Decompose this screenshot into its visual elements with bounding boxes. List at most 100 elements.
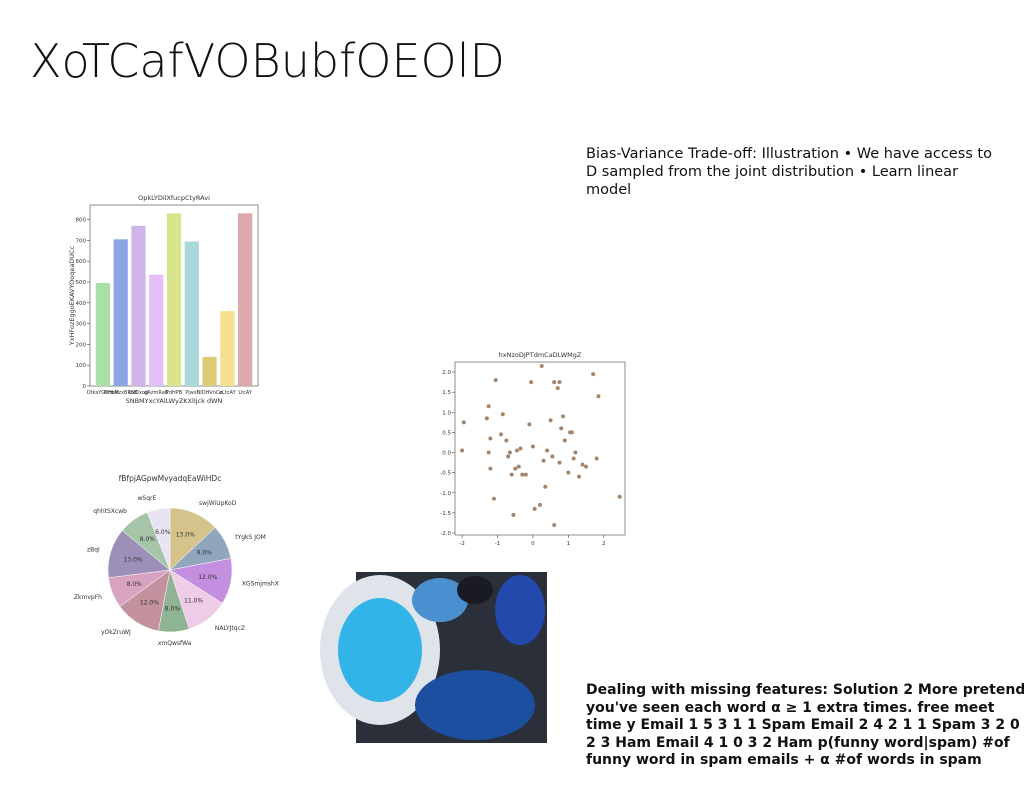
y-tick-label: 0	[83, 384, 87, 390]
point	[561, 414, 566, 419]
x-tick-label: 0	[531, 541, 535, 547]
y-tick-label: 2.0	[442, 370, 451, 376]
text-block: Bias-Variance Trade-off: Illustration • …	[586, 146, 992, 198]
point	[461, 420, 466, 425]
point	[527, 422, 532, 427]
plot-frame	[454, 361, 626, 536]
x-tick-label: Pjwsf	[185, 390, 198, 396]
y-tick-label: 400	[76, 301, 87, 307]
point	[509, 472, 514, 477]
bar	[95, 283, 110, 386]
point	[552, 522, 557, 527]
x-axis-label: SNBMYxcYAlLWyZKXlIjck dWN	[126, 397, 223, 405]
point	[555, 386, 560, 391]
bar	[113, 239, 128, 386]
pie-slice	[146, 507, 171, 571]
x-tick-label: PdHPB	[166, 390, 183, 396]
point	[484, 416, 489, 421]
slice-value-label: 13.0%	[124, 556, 143, 563]
point	[557, 380, 562, 385]
point	[516, 464, 521, 469]
point	[539, 364, 544, 369]
slice-value-label: 8.0%	[165, 605, 181, 612]
point	[491, 496, 496, 501]
x-tick-label: -1	[495, 541, 500, 547]
bar	[220, 311, 235, 386]
slice-value-label: 13.0%	[176, 532, 195, 539]
point	[513, 466, 518, 471]
point	[573, 450, 578, 455]
y-axis-label: YxHFozEggoEKAVYOoqeaDUCc	[68, 245, 76, 346]
y-tick-label: 100	[76, 363, 87, 369]
y-tick-label: -1.5	[440, 511, 451, 517]
slice-label: ZkmvpFh	[74, 594, 102, 601]
y-tick-label: 1.5	[442, 390, 451, 396]
x-tick-label: gAzmRaB	[144, 390, 169, 396]
point	[594, 456, 599, 461]
slice-label: XGSmjmshX	[242, 581, 279, 588]
point	[571, 456, 576, 461]
point	[530, 444, 535, 449]
slice-label: xmQwsfWa	[158, 640, 192, 647]
y-tick-label: 300	[76, 322, 87, 328]
x-tick-label: -2	[459, 541, 464, 547]
point	[507, 450, 512, 455]
slice-value-label: 12.0%	[198, 574, 217, 581]
slice-label: swjWiUpKoD	[199, 500, 237, 507]
x-tick-label: 1	[567, 541, 571, 547]
y-tick-label: 600	[76, 259, 87, 265]
slice-value-label: 12.0%	[140, 599, 159, 606]
y-tick-label: 800	[76, 218, 87, 224]
slice-label: NALYJtqcZ	[215, 625, 245, 632]
y-tick-label: 0.0	[442, 451, 451, 457]
slice-label: yOkZruWJ	[101, 629, 131, 636]
point	[617, 494, 622, 499]
point	[543, 484, 548, 489]
bar	[149, 274, 164, 386]
point	[500, 412, 505, 417]
point	[514, 448, 519, 453]
y-tick-label: -0.5	[440, 471, 451, 477]
point	[584, 464, 589, 469]
slide-title: XoTCafVOBubfOEOlD	[30, 34, 505, 88]
photo	[320, 572, 547, 743]
point	[506, 454, 511, 459]
point	[529, 380, 534, 385]
point	[538, 502, 542, 507]
x-tick-label: bxOxod	[129, 390, 148, 396]
slice-label: wSqrE	[137, 495, 156, 502]
point	[488, 436, 493, 441]
slice-value-label: 8.0%	[140, 536, 156, 543]
point	[548, 418, 553, 423]
bar	[166, 213, 182, 386]
point	[557, 460, 562, 465]
y-tick-label: 700	[76, 238, 87, 244]
point	[486, 404, 491, 409]
point	[520, 472, 525, 477]
point	[545, 448, 550, 453]
x-tick-label: 2	[602, 541, 606, 547]
y-tick-label: -1.0	[440, 491, 451, 497]
bar	[131, 225, 146, 386]
point	[499, 432, 504, 437]
point	[562, 438, 567, 443]
chart-title: fBfpjAGpwMvyadqEaWiHDc	[119, 474, 222, 483]
slice-label: qhhtSXcwb	[93, 508, 127, 515]
x-tick-label: MHbXzxBRSB	[104, 390, 138, 396]
y-tick-label: 1.0	[442, 410, 451, 416]
point	[559, 426, 564, 431]
slice-value-label: 8.0%	[127, 581, 143, 588]
chart-title: OpkLYDilXfucpCtyRAvi	[138, 194, 210, 202]
point	[488, 466, 493, 471]
x-tick-label: LtcAY	[238, 390, 253, 396]
point	[552, 380, 557, 385]
point	[566, 470, 571, 475]
point	[569, 430, 574, 435]
point	[486, 450, 491, 455]
point	[518, 446, 523, 451]
x-tick-label: DtksYGLfmM	[87, 390, 119, 396]
point	[580, 462, 585, 467]
slice-value-label: 6.0%	[155, 529, 171, 536]
point	[523, 472, 528, 477]
